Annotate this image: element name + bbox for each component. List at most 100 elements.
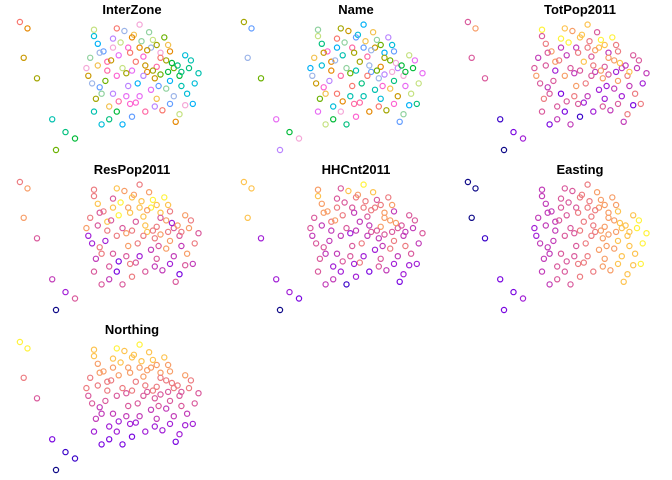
scatter-point bbox=[104, 227, 111, 234]
scatter-point bbox=[136, 44, 143, 51]
scatter-point bbox=[104, 67, 111, 74]
scatter-point bbox=[546, 90, 553, 97]
scatter-point bbox=[147, 406, 155, 414]
scatter-point bbox=[314, 192, 322, 200]
scatter-point bbox=[369, 189, 377, 196]
scatter-point bbox=[538, 268, 546, 275]
scatter-point bbox=[164, 41, 172, 49]
scatter-point bbox=[386, 245, 394, 252]
scatter-point bbox=[85, 392, 92, 400]
scatter-point bbox=[128, 387, 136, 394]
scatter-point bbox=[629, 261, 637, 269]
scatter-point bbox=[519, 295, 527, 302]
scatter-point bbox=[149, 387, 157, 394]
scatter-point bbox=[109, 195, 117, 202]
scatter-point bbox=[538, 192, 546, 200]
scatter-point bbox=[595, 246, 603, 254]
scatter-point bbox=[386, 217, 394, 224]
scatter-point bbox=[151, 423, 158, 430]
scatter-point bbox=[138, 358, 145, 365]
scatter-point bbox=[405, 261, 413, 269]
scatter-point bbox=[100, 48, 107, 55]
scatter-point bbox=[542, 40, 550, 48]
scatter-point bbox=[151, 263, 158, 270]
scatter-point bbox=[561, 72, 569, 80]
scatter-point bbox=[590, 268, 597, 275]
scatter-point bbox=[181, 101, 189, 109]
scatter-point bbox=[98, 281, 105, 288]
scatter-point bbox=[276, 146, 284, 154]
panel-title: InterZone bbox=[102, 2, 161, 17]
scatter-point bbox=[49, 116, 56, 123]
scatter-point bbox=[331, 57, 339, 64]
scatter-point bbox=[310, 214, 318, 222]
scatter-point bbox=[375, 235, 382, 242]
scatter-point bbox=[121, 187, 128, 195]
scatter-point bbox=[411, 57, 419, 64]
scatter-point bbox=[123, 252, 130, 260]
scatter-point bbox=[531, 224, 538, 232]
scatter-point bbox=[153, 255, 160, 263]
scatter-point bbox=[576, 194, 584, 201]
scatter-point bbox=[390, 77, 398, 85]
scatter-point bbox=[166, 48, 174, 55]
scatter-point bbox=[542, 200, 550, 208]
scatter-point bbox=[140, 392, 147, 400]
scatter-point bbox=[107, 217, 115, 224]
scatter-point bbox=[345, 187, 352, 195]
scatter-point bbox=[555, 57, 563, 64]
scatter-point bbox=[240, 18, 248, 26]
scatter-point bbox=[244, 54, 251, 62]
scatter-point bbox=[16, 18, 24, 26]
scatter-point bbox=[88, 80, 96, 87]
scatter-point bbox=[352, 194, 360, 201]
scatter-point bbox=[123, 389, 130, 397]
scatter-point bbox=[614, 48, 622, 55]
scatter-point bbox=[563, 98, 570, 105]
scatter-point bbox=[162, 85, 170, 92]
scatter-point bbox=[181, 52, 189, 59]
scatter-point bbox=[88, 400, 96, 407]
scatter-point bbox=[597, 36, 605, 44]
scatter-point bbox=[367, 68, 375, 76]
scatter-point bbox=[572, 242, 580, 250]
scatter-point bbox=[128, 227, 136, 234]
scatter-point bbox=[161, 194, 168, 201]
scatter-point bbox=[166, 368, 174, 375]
scatter-point bbox=[105, 423, 113, 430]
scatter-point bbox=[322, 90, 329, 97]
scatter-point bbox=[605, 231, 612, 238]
scatter-point bbox=[337, 232, 345, 240]
scatter-point bbox=[582, 80, 589, 87]
panel-title: HHCnt2011 bbox=[322, 162, 391, 177]
scatter-point bbox=[113, 392, 121, 400]
scatter-point bbox=[533, 72, 540, 80]
scatter-point bbox=[620, 278, 627, 286]
scatter-point bbox=[328, 58, 335, 65]
scatter-point bbox=[128, 67, 136, 74]
scatter-point bbox=[550, 77, 557, 85]
scatter-point bbox=[105, 263, 113, 270]
scatter-point bbox=[331, 217, 339, 224]
scatter-point bbox=[348, 82, 356, 90]
scatter-point bbox=[538, 26, 546, 33]
scatter-point bbox=[90, 32, 98, 40]
scatter-point bbox=[295, 135, 303, 142]
scatter-point bbox=[16, 178, 24, 186]
scatter-point bbox=[159, 427, 166, 434]
scatter-point bbox=[142, 62, 149, 69]
scatter-point bbox=[379, 242, 386, 250]
scatter-point bbox=[576, 67, 584, 74]
scatter-point bbox=[151, 103, 158, 110]
scatter-point bbox=[415, 240, 422, 247]
scatter-point bbox=[519, 135, 527, 142]
scatter-point bbox=[546, 281, 553, 288]
scatter-point bbox=[71, 295, 79, 302]
scatter-point bbox=[396, 278, 403, 286]
scatter-point bbox=[153, 223, 160, 231]
scatter-point bbox=[339, 258, 346, 265]
scatter-point bbox=[170, 92, 177, 100]
scatter-point bbox=[343, 224, 350, 232]
scatter-point bbox=[603, 242, 610, 250]
scatter-point bbox=[407, 250, 415, 257]
